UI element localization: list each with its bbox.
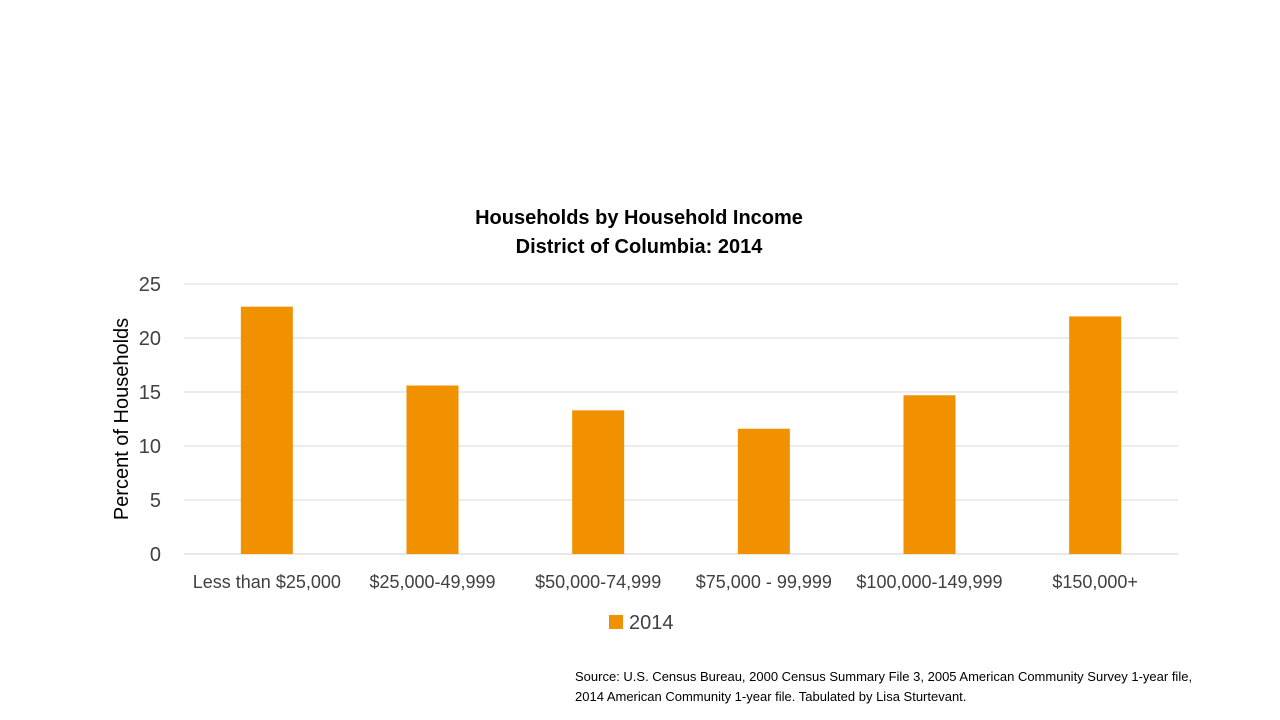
bar — [572, 410, 625, 554]
y-tick-label: 5 — [150, 490, 161, 512]
x-tick-label: $75,000 - 99,999 — [696, 572, 832, 592]
chart-title-line1: Households by Household Income — [475, 207, 803, 229]
bars — [240, 306, 1122, 554]
x-tick-label: $25,000-49,999 — [369, 572, 495, 592]
y-axis-label: Percent of Households — [111, 318, 133, 520]
x-tick-labels: Less than $25,000 $25,000-49,999 $50,000-7… — [193, 572, 1138, 592]
bar — [903, 395, 956, 554]
source-note: Source: U.S. Census Bureau, 2000 Census … — [575, 667, 1275, 707]
bar — [240, 306, 293, 554]
y-tick-label: 20 — [139, 328, 161, 350]
x-tick-label: $50,000-74,999 — [535, 572, 661, 592]
bar — [406, 385, 459, 554]
y-tick-label: 25 — [139, 274, 161, 296]
y-tick-label: 0 — [150, 544, 161, 566]
x-tick-label: $100,000-149,999 — [856, 572, 1002, 592]
x-tick-label: $150,000+ — [1052, 572, 1138, 592]
source-line-2: 2014 American Community 1-year file. Tab… — [575, 689, 967, 704]
y-tick-label: 15 — [139, 382, 161, 404]
bar — [1069, 316, 1122, 554]
chart-title-line2: District of Columbia: 2014 — [516, 236, 764, 258]
legend: 2014 — [609, 612, 674, 634]
legend-swatch — [609, 615, 623, 629]
y-tick-labels: 0 5 10 15 20 25 — [139, 274, 161, 566]
x-tick-label: Less than $25,000 — [193, 572, 341, 592]
source-line-1: Source: U.S. Census Bureau, 2000 Census … — [575, 669, 1193, 684]
bar — [737, 428, 790, 554]
gridlines — [184, 283, 1178, 555]
legend-label: 2014 — [629, 612, 674, 634]
y-tick-label: 10 — [139, 436, 161, 458]
